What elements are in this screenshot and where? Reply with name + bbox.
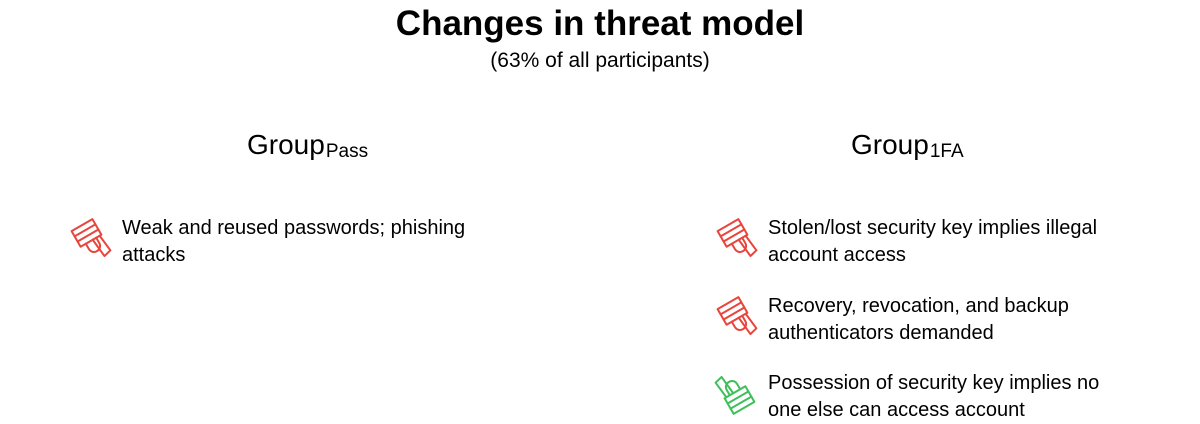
slide-title: Changes in threat model (395, 4, 805, 43)
thumbs-down-icon (712, 289, 760, 345)
item-text: Stolen/lost security key implies illegal… (768, 217, 1098, 266)
group-pass-item: Weak and reused passwords; phishing atta… (66, 211, 482, 269)
group-1fa-item: Recovery, revocation, and backup authent… (712, 289, 1128, 347)
group-1fa-name: Group (851, 129, 929, 160)
group-pass-subscript: Pass (325, 141, 369, 162)
item-text: Possession of security key implies no on… (768, 372, 1100, 421)
group-1fa-heading: Group1FA (851, 127, 964, 167)
thumbs-down-icon (66, 211, 114, 267)
thumbs-up-icon (712, 366, 760, 422)
group-pass-name: Group (247, 129, 325, 160)
slide-subtitle: (63% of all participants) (490, 49, 710, 72)
group-1fa-subscript: 1FA (929, 141, 964, 162)
item-text: Recovery, revocation, and backup authent… (768, 295, 1069, 344)
group-pass-heading: GroupPass (247, 127, 368, 167)
group-1fa-item: Stolen/lost security key implies illegal… (712, 211, 1128, 269)
group-1fa-item: Possession of security key implies no on… (712, 366, 1128, 424)
thumbs-down-icon (712, 211, 760, 267)
item-text: Weak and reused passwords; phishing atta… (122, 217, 466, 266)
